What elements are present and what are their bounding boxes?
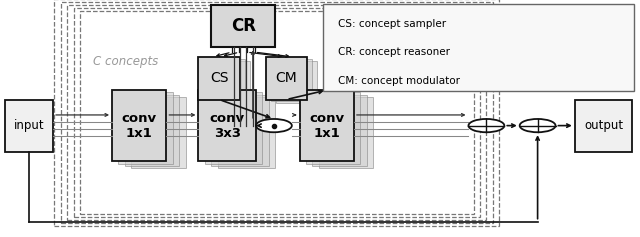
FancyBboxPatch shape [300, 90, 354, 161]
FancyBboxPatch shape [312, 95, 367, 166]
Circle shape [520, 119, 556, 132]
Text: CR: concept reasoner: CR: concept reasoner [338, 47, 450, 57]
Bar [80, 11, 474, 214]
FancyBboxPatch shape [198, 57, 240, 100]
FancyBboxPatch shape [218, 97, 275, 168]
Text: conv
1x1: conv 1x1 [309, 112, 344, 140]
FancyBboxPatch shape [131, 97, 186, 168]
FancyBboxPatch shape [205, 92, 262, 164]
Text: output: output [584, 119, 623, 132]
Text: CM: CM [276, 71, 297, 85]
Bar [54, 0, 499, 226]
FancyBboxPatch shape [575, 100, 632, 152]
FancyBboxPatch shape [118, 92, 173, 164]
FancyBboxPatch shape [204, 59, 245, 101]
FancyBboxPatch shape [211, 95, 269, 166]
Bar [74, 8, 480, 217]
Circle shape [256, 119, 292, 132]
FancyBboxPatch shape [271, 59, 312, 101]
FancyBboxPatch shape [276, 61, 317, 103]
Bar [61, 2, 493, 223]
FancyBboxPatch shape [125, 95, 179, 166]
FancyBboxPatch shape [198, 90, 256, 161]
FancyBboxPatch shape [306, 92, 360, 164]
FancyBboxPatch shape [323, 4, 634, 91]
FancyBboxPatch shape [5, 100, 53, 152]
FancyBboxPatch shape [209, 61, 250, 103]
Text: conv
3x3: conv 3x3 [210, 112, 244, 140]
Text: CM: concept modulator: CM: concept modulator [338, 76, 460, 86]
FancyBboxPatch shape [112, 90, 166, 161]
FancyBboxPatch shape [266, 57, 307, 100]
Text: CS: CS [210, 71, 228, 85]
Text: conv
1x1: conv 1x1 [122, 112, 157, 140]
FancyBboxPatch shape [319, 97, 373, 168]
Text: C concepts: C concepts [93, 55, 158, 68]
FancyBboxPatch shape [211, 5, 275, 47]
Text: input: input [14, 119, 44, 132]
Text: CR: CR [230, 17, 256, 35]
Circle shape [468, 119, 504, 132]
Bar [67, 5, 486, 220]
Text: CS: concept sampler: CS: concept sampler [338, 19, 446, 29]
